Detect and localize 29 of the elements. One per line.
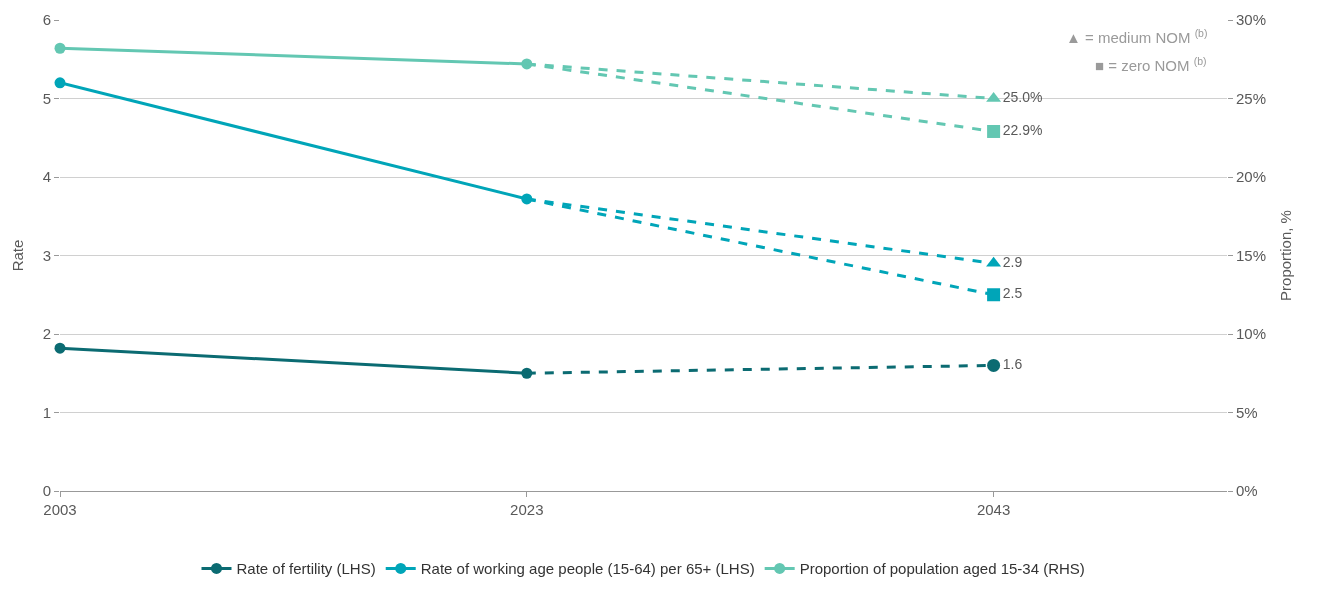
y2-axis-title: Proportion, % [1277, 210, 1295, 301]
x-tick-label: 2003 [43, 501, 77, 518]
y-tick-label: 3 [42, 246, 51, 264]
data-label: 1.6 [1002, 355, 1023, 372]
data-label: 22.9% [1002, 121, 1043, 138]
legend-label: Proportion of population aged 15-34 (RHS) [799, 560, 1085, 578]
annotation: ■ = zero NOM $^{(b)}$ [1095, 55, 1207, 75]
data-label: 2.9 [1002, 253, 1023, 270]
legend-label: Rate of working age people (15-64) per 65+ (LHS) [420, 560, 755, 578]
y-tick-label: 0 [42, 482, 51, 500]
y-tick-label: 1 [42, 403, 51, 421]
y-tick-label: 6 [42, 11, 51, 29]
y-tick-label: 4 [42, 168, 51, 186]
y-axis-title: Rate [8, 239, 26, 272]
annotation: ▲ = medium NOM $^{(b)}$ [1066, 27, 1208, 47]
y2-tick-label: 15% [1236, 246, 1267, 264]
data-label: 2.5 [1002, 285, 1023, 302]
legend-label: Rate of fertility (LHS) [236, 560, 376, 578]
y-tick-label: 2 [42, 325, 51, 343]
data-label: 25.0% [1002, 89, 1043, 105]
y2-tick-label: 25% [1236, 89, 1267, 107]
x-tick-label: 2023 [510, 501, 544, 518]
x-tick-label: 2043 [976, 501, 1011, 518]
y2-tick-label: 30% [1236, 11, 1267, 29]
y2-tick-label: 0% [1236, 482, 1258, 500]
y2-tick-label: 10% [1236, 325, 1267, 343]
y2-tick-label: 20% [1236, 168, 1267, 186]
y-tick-label: 5 [42, 89, 51, 107]
y2-tick-label: 5% [1236, 403, 1258, 421]
